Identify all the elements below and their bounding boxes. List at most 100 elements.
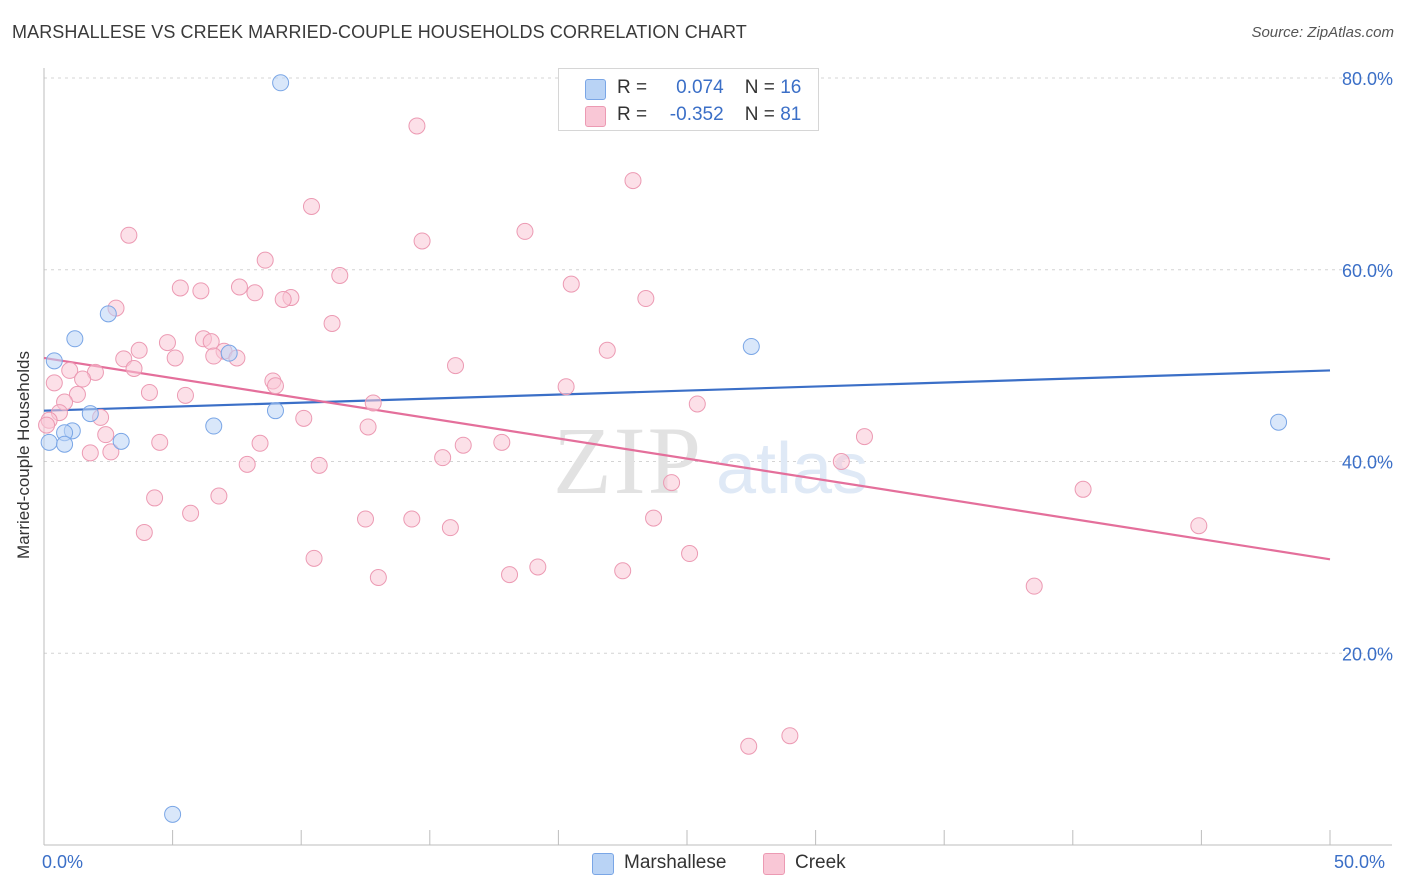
creek-point [205, 347, 223, 365]
gridlines [44, 77, 1392, 654]
creek-point [781, 727, 799, 745]
y-tick-label: 80.0% [1342, 69, 1393, 89]
marshallese-trend-line [43, 369, 1331, 412]
creek-point [146, 489, 164, 507]
creek-point [61, 361, 79, 379]
creek-point [408, 117, 426, 135]
creek-point [135, 523, 153, 541]
creek-point [192, 282, 210, 300]
axes [43, 68, 1392, 846]
creek-point [45, 374, 63, 392]
creek-point [68, 385, 86, 403]
creek-point [120, 226, 138, 244]
creek-point [364, 394, 382, 412]
creek-point [246, 284, 264, 302]
creek-point [182, 504, 200, 522]
creek-point [151, 433, 169, 451]
n-label: N = [744, 104, 775, 125]
creek-point [171, 279, 189, 297]
creek-point [130, 341, 148, 359]
trend-lines [43, 356, 1331, 561]
marshallese-point [220, 344, 238, 362]
creek-point [310, 456, 328, 474]
x-axis-max-label: 50.0% [1334, 852, 1386, 872]
creek-point [413, 232, 431, 250]
marshallese-point [164, 805, 182, 823]
creek-point [740, 737, 758, 755]
creek-point [447, 357, 465, 375]
watermark: ZIP atlas [553, 407, 868, 514]
creek-point [102, 443, 120, 461]
marshallese-point [56, 435, 74, 453]
creek-point [81, 444, 99, 462]
marshallese-point [742, 337, 760, 355]
creek-point [493, 433, 511, 451]
marshallese-point [272, 74, 290, 92]
creek-point [125, 360, 143, 378]
creek-point [166, 349, 184, 367]
creek-point [74, 370, 92, 388]
creek-point [256, 251, 274, 269]
creek-point [230, 278, 248, 296]
creek-point [359, 418, 377, 436]
y-tick-label: 60.0% [1342, 261, 1393, 281]
r-label: R = [617, 104, 648, 125]
creek-point [1190, 517, 1208, 535]
marshallese-point [45, 352, 63, 370]
creek-point [624, 172, 642, 190]
data-points [38, 74, 1288, 823]
marshallese-point [66, 330, 84, 348]
x-axis-min-label: 0.0% [42, 852, 84, 872]
creek-point [645, 509, 663, 527]
creek-point [855, 428, 873, 446]
creek-point [688, 395, 706, 413]
chart-title: MARSHALLESE VS CREEK MARRIED-COUPLE HOUS… [12, 22, 747, 42]
creek-point [97, 426, 115, 444]
creek-point [38, 416, 56, 434]
creek-point [369, 569, 387, 587]
r-value: 0.074 [676, 77, 724, 98]
creek-point [557, 378, 575, 396]
creek-point [158, 334, 176, 352]
stats-box: R = 0.074 N = 16 R = -0.352 N = 81 [558, 68, 819, 131]
n-value: 16 [780, 77, 802, 98]
creek-point [1074, 480, 1092, 498]
y-tick-label: 20.0% [1342, 644, 1393, 664]
creek-swatch [585, 106, 606, 127]
creek-point [251, 434, 269, 452]
marshallese-point [81, 405, 99, 423]
creek-point [501, 566, 519, 584]
creek-point [516, 222, 534, 240]
source-note: Source: ZipAtlas.com [1251, 24, 1394, 41]
creek-point [614, 562, 632, 580]
creek-point [266, 377, 284, 395]
legend: Marshallese Creek [0, 852, 1406, 876]
r-label: R = [617, 77, 648, 98]
creek-point [562, 275, 580, 293]
marshallese-point [112, 432, 130, 450]
creek-point [210, 487, 228, 505]
marshallese-point [1270, 413, 1288, 431]
legend-label: Marshallese [624, 852, 727, 873]
creek-point [663, 474, 681, 492]
marshallese-point [40, 433, 58, 451]
creek-point [274, 290, 292, 308]
creek-point [441, 519, 459, 537]
creek-point [305, 549, 323, 567]
watermark-zip: ZIP [553, 407, 703, 514]
creek-point [302, 197, 320, 215]
creek-point [357, 510, 374, 528]
creek-point [1025, 577, 1043, 595]
creek-trend-line [43, 356, 1331, 561]
creek-point [331, 267, 349, 285]
legend-label: Creek [795, 852, 846, 873]
y-tick-label: 40.0% [1342, 453, 1393, 473]
creek-point [681, 545, 699, 563]
marshallese-legend-swatch [592, 853, 614, 875]
creek-point [140, 383, 158, 401]
marshallese-point [205, 417, 223, 435]
y-axis-label: Married-couple Households [14, 351, 33, 559]
creek-point [323, 314, 341, 332]
creek-point [238, 455, 256, 473]
marshallese-point [99, 305, 117, 323]
